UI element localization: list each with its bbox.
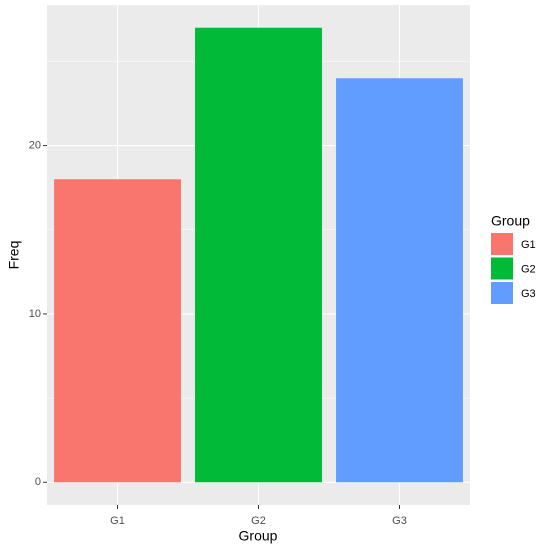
legend-key (491, 282, 513, 304)
legend-key (491, 233, 513, 255)
legend-label: G2 (521, 263, 536, 275)
y-axis-title: Freq (6, 241, 22, 270)
y-tick-label: 10 (29, 308, 41, 320)
legend-key (491, 257, 513, 280)
bar (336, 78, 463, 483)
bar (195, 27, 322, 483)
legend-label: G1 (521, 239, 536, 251)
x-tick-label: G2 (251, 515, 266, 527)
x-tick-label: G3 (392, 515, 407, 527)
x-axis-title: Group (239, 528, 278, 544)
legend-label: G3 (521, 288, 536, 300)
x-tick-label: G1 (110, 515, 125, 527)
y-tick-label: 0 (35, 476, 41, 488)
legend-title: Group (491, 213, 530, 229)
y-tick-label: 20 (29, 139, 41, 151)
bar (54, 179, 181, 483)
